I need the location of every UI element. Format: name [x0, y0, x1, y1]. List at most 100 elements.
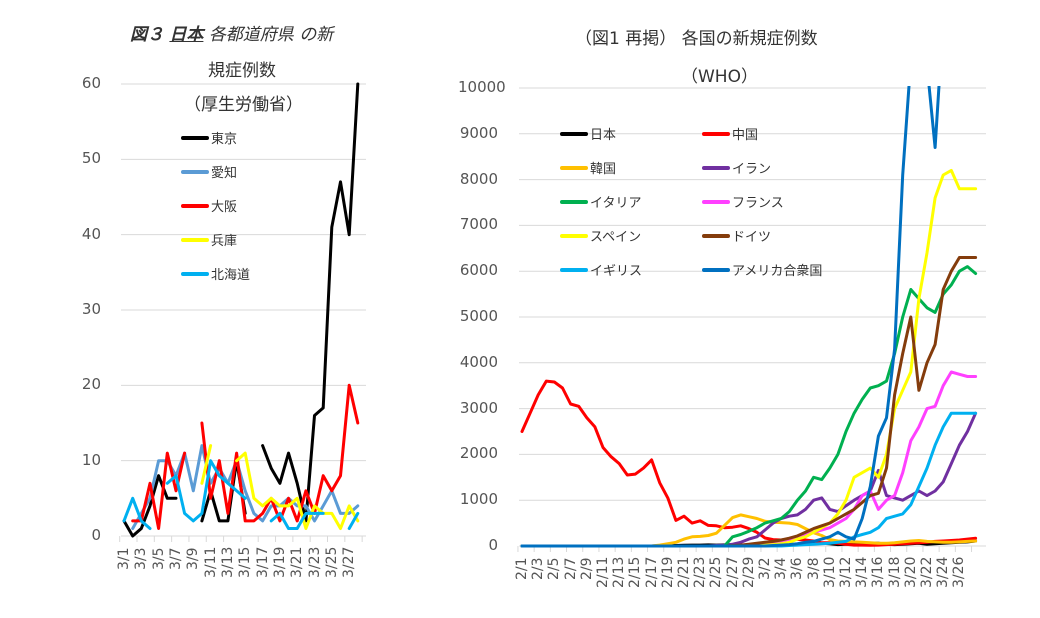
y-tick-label: 4000 [459, 352, 498, 371]
x-tick-label: 3/22 [919, 556, 935, 588]
legend-label: 中国 [732, 128, 759, 143]
y-tick-label: 9000 [459, 123, 498, 142]
left-chart-panel: 図３ 日本 各都道府県 の新 規症例数 （厚生労働省） 0 10 20 30 40 50 6… [0, 0, 400, 618]
legend-item: 兵庫 [181, 230, 237, 249]
x-tick-label: 3/16 [870, 556, 887, 588]
x-tick-label: 2/7 [562, 556, 579, 580]
legend-swatch [181, 237, 209, 242]
y-tick-label: 5000 [459, 307, 498, 325]
x-tick-label: 3/7 [167, 546, 184, 570]
y-tick-label: 8000 [459, 169, 498, 188]
x-tick-label: 3/15 [237, 546, 254, 578]
legend-swatch [560, 131, 588, 136]
legend-swatch [560, 267, 588, 272]
legend-item: フランス [702, 192, 784, 211]
y-tick-label: 10000 [458, 78, 506, 96]
x-tick-label: 3/2 [757, 556, 773, 580]
y-tick-label: 0 [488, 536, 498, 554]
x-tick-label: 3/11 [202, 546, 219, 578]
series-line [269, 511, 325, 530]
legend-label: 愛知 [211, 166, 238, 181]
x-tick-label: 3/23 [306, 546, 323, 578]
x-tick-label: 2/27 [724, 556, 741, 588]
legend-swatch [181, 271, 209, 276]
legend-item: アメリカ合衆国 [702, 260, 822, 279]
y-tick-label: 6000 [459, 261, 498, 280]
y-tick-label: 2000 [459, 444, 498, 463]
x-tick-label: 2/17 [643, 556, 660, 588]
x-tick-label: 2/1 [514, 556, 530, 580]
x-tick-label: 3/6 [789, 556, 806, 580]
legend-item: 東京 [181, 128, 237, 147]
x-tick-label: 3/18 [886, 556, 903, 588]
y-tick-label: 40 [81, 224, 101, 243]
legend-item: スペイン [560, 226, 641, 245]
legend-label: 日本 [590, 128, 617, 143]
x-tick-label: 2/25 [708, 556, 725, 588]
x-tick-label: 3/17 [254, 546, 271, 578]
x-tick-label: 2/19 [659, 556, 676, 588]
x-tick-label: 3/5 [150, 546, 167, 570]
legend-swatch [560, 199, 588, 204]
legend-item: 北海道 [181, 264, 250, 283]
legend-label: フランス [732, 196, 784, 211]
x-tick-label: 3/3 [133, 546, 150, 570]
legend-item: イギリス [560, 260, 642, 279]
x-tick-label: 2/5 [546, 556, 563, 580]
x-tick-label: 3/20 [902, 556, 919, 588]
legend-swatch [560, 165, 588, 170]
legend-swatch [181, 135, 209, 140]
legend-label: 韓国 [590, 162, 617, 177]
series-line [520, 265, 978, 548]
x-tick-label: 3/4 [773, 556, 790, 580]
series-line [122, 474, 178, 538]
left-chart-title-line2: 規症例数 [208, 61, 276, 81]
right-chart-title-line1: （図1 再掲） 各国の新規症例数 [575, 29, 818, 49]
legend-label: ドイツ [732, 230, 772, 245]
series-line [520, 379, 978, 547]
legend-label: 北海道 [211, 268, 251, 283]
left-chart-title-line1: 図３ 日本 各都道府県 の新 [130, 20, 333, 45]
right-chart-panel: （図1 再掲） 各国の新規症例数 （WHO） 0 1000 2000 3000 4000… [400, 0, 1040, 618]
series-line [520, 370, 978, 548]
legend-label: イラン [732, 162, 772, 177]
figure-number: 図３ [130, 25, 164, 45]
legend-item: 大阪 [181, 196, 237, 215]
legend-label: 東京 [211, 132, 238, 147]
x-tick-label: 2/11 [595, 556, 611, 588]
y-tick-label: 3000 [459, 398, 498, 417]
legend-label: イタリア [590, 196, 642, 211]
legend-label: 兵庫 [211, 234, 238, 249]
y-tick-label: 0 [91, 526, 101, 544]
left-chart-source: （厚生労働省） [184, 95, 303, 115]
legend-item: 韓国 [560, 158, 616, 177]
x-tick-label: 2/15 [627, 556, 644, 588]
series-line [200, 444, 213, 485]
legend-item: 中国 [702, 124, 758, 143]
x-tick-label: 2/13 [611, 556, 628, 588]
legend-swatch [702, 199, 730, 204]
series-line [235, 451, 360, 530]
x-tick-label: 3/9 [185, 546, 202, 570]
series-line [520, 86, 941, 548]
left-chart-plot [119, 82, 366, 542]
title-rest: 各都道府県 の新 [208, 25, 334, 45]
x-tick-label: 2/23 [692, 556, 709, 588]
y-tick-label: 50 [81, 149, 101, 168]
title-country: 日本 [169, 25, 204, 45]
x-tick-label: 3/26 [951, 556, 968, 588]
y-tick-label: 7000 [459, 215, 498, 234]
x-tick-label: 3/21 [289, 546, 306, 578]
legend-item: ドイツ [702, 226, 771, 245]
series-line [520, 411, 978, 548]
y-tick-label: 60 [81, 74, 101, 92]
legend-label: スペイン [590, 230, 642, 245]
legend-swatch [702, 267, 730, 272]
legend-item: 愛知 [181, 162, 237, 181]
x-tick-label: 3/10 [821, 556, 838, 588]
x-tick-label: 3/25 [323, 546, 340, 578]
x-tick-label: 3/14 [854, 556, 871, 588]
legend-swatch [702, 131, 730, 136]
right-chart-plot [517, 86, 986, 552]
series-line [165, 459, 247, 523]
